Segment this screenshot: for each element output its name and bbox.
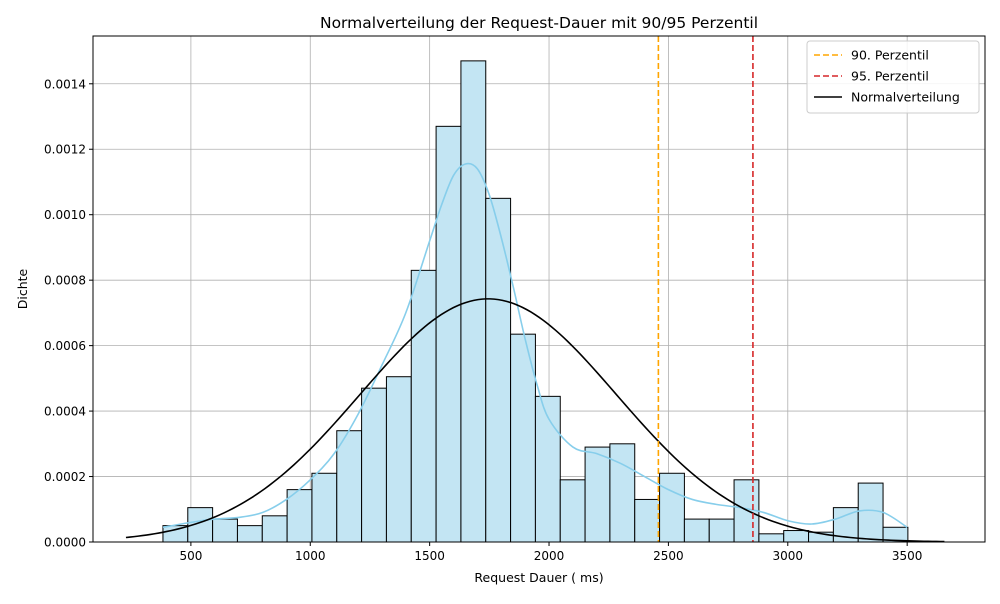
normal-distribution-curve [125, 298, 945, 543]
y-tick-label: 0.0008 [44, 274, 86, 288]
histogram-bar [783, 530, 810, 543]
histogram-bar [534, 395, 561, 543]
histogram-bar [336, 430, 363, 543]
histogram-bar [311, 472, 338, 543]
percentile-lines [657, 36, 754, 542]
x-tick-label: 1500 [414, 549, 445, 563]
y-tick-label: 0.0012 [44, 143, 86, 157]
histogram-bar [758, 533, 785, 543]
kde-curve [162, 162, 908, 529]
histogram-bar [609, 443, 636, 543]
x-tick-label: 2000 [534, 549, 565, 563]
y-tick-label: 0.0010 [44, 208, 86, 222]
x-tick-label: 1000 [295, 549, 326, 563]
histogram-bar [584, 446, 611, 543]
histogram-bar [410, 269, 437, 543]
plot-frame [92, 35, 986, 543]
axis-ticks: 500 1000 1500 2000 2500 3000 3500 0.0000 0.0002 0… [44, 77, 922, 563]
histogram-bar [634, 498, 661, 543]
histogram-bar [385, 376, 412, 543]
histogram-bar [261, 515, 288, 543]
y-tick-label: 0.0014 [44, 77, 86, 91]
histogram-bar [708, 518, 735, 543]
curves [125, 162, 945, 543]
y-tick-label: 0.0004 [44, 405, 86, 419]
histogram-bar [659, 472, 685, 543]
histogram-bar [361, 387, 387, 543]
histogram-bar [683, 518, 710, 543]
legend-label-p90: 90. Perzentil [851, 48, 929, 63]
y-tick-label: 0.0000 [44, 536, 86, 550]
y-tick-label: 0.0002 [44, 470, 86, 484]
histogram-bar [510, 333, 536, 543]
histogram-bar [857, 482, 884, 543]
x-tick-label: 500 [179, 549, 202, 563]
histogram-bar [460, 60, 487, 543]
legend-label-p95: 95. Perzentil [851, 69, 929, 84]
y-tick-label: 0.0006 [44, 339, 86, 353]
x-tick-label: 3500 [892, 549, 923, 563]
y-axis-label: Dichte [15, 268, 30, 309]
histogram-bar [212, 518, 238, 543]
x-axis-label: Request Dauer ( ms) [474, 570, 603, 585]
histogram-bar [286, 489, 313, 543]
legend-box [806, 40, 980, 114]
histogram-bar [559, 479, 586, 543]
x-tick-label: 2500 [653, 549, 684, 563]
histogram-bar [236, 525, 263, 543]
histogram-bar [485, 197, 512, 543]
legend-label-normal: Normalverteilung [851, 90, 960, 105]
histogram-bar [435, 125, 462, 543]
legend: 90. Perzentil 95. Perzentil Normalvertei… [806, 40, 980, 114]
x-tick-label: 3000 [773, 549, 804, 563]
chart-title: Normalverteilung der Request-Dauer mit 9… [320, 14, 758, 32]
